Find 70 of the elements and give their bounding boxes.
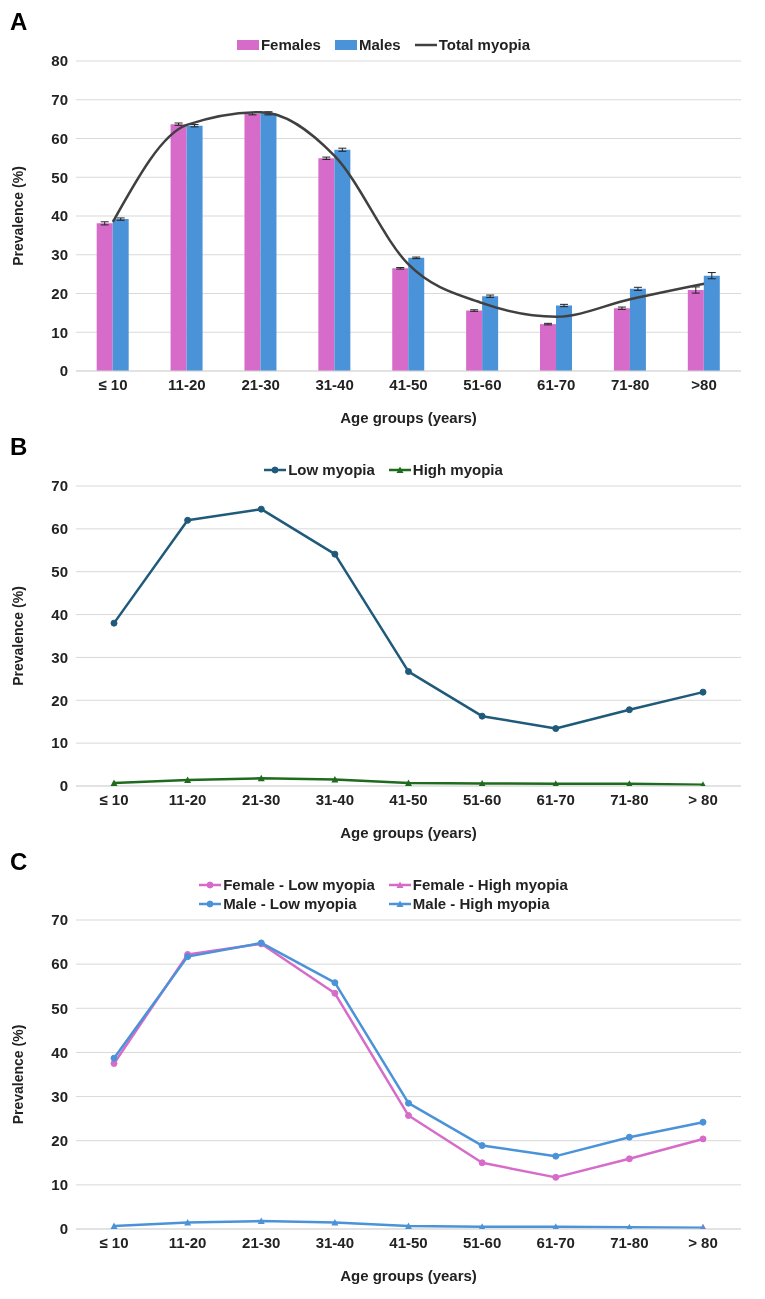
x-tick-label: 11-20 — [168, 375, 206, 393]
chart-title: B — [10, 433, 28, 461]
x-tick-label: 21-30 — [242, 790, 281, 808]
chart-title: C — [10, 848, 28, 876]
x-axis-title: Age groups (years) — [340, 824, 477, 841]
legend-label: Females — [260, 36, 321, 53]
y-tick-label: 0 — [59, 1220, 68, 1238]
x-tick-label: > 80 — [688, 790, 718, 808]
x-tick-label: 41-50 — [389, 375, 428, 393]
y-tick-label: 50 — [51, 168, 68, 186]
x-tick-label: ≤ 10 — [99, 1233, 129, 1251]
x-tick-label: 31-40 — [315, 1233, 355, 1251]
y-tick-label: 70 — [51, 91, 68, 109]
x-tick-label: 31-40 — [315, 375, 354, 393]
legend-label: Males — [358, 36, 401, 53]
legend-label: Female - High myopia — [412, 876, 568, 893]
legend-label: Male - Low myopia — [223, 895, 357, 912]
x-axis-title: Age groups (years) — [340, 409, 477, 426]
y-tick-label: 50 — [51, 563, 68, 581]
y-tick-label: 70 — [51, 477, 68, 495]
x-tick-label: 51-60 — [462, 790, 502, 808]
y-tick-label: 10 — [51, 323, 68, 341]
y-tick-label: 30 — [51, 246, 68, 264]
y-tick-label: 0 — [59, 362, 68, 380]
y-axis-title: Prevalence (%) — [9, 1024, 26, 1125]
x-tick-label: 61-70 — [536, 790, 575, 808]
y-tick-label: 40 — [51, 605, 68, 623]
y-axis-title: Prevalence (%) — [9, 586, 26, 686]
y-tick-label: 0 — [59, 777, 68, 795]
x-tick-label: 71-80 — [610, 790, 649, 808]
y-tick-label: 30 — [51, 648, 68, 666]
legend-label: High myopia — [412, 461, 503, 478]
y-tick-label: 40 — [51, 207, 68, 225]
x-tick-label: 61-70 — [536, 1233, 575, 1251]
x-tick-label: 71-80 — [610, 375, 650, 393]
legend-label: Total myopia — [438, 36, 531, 53]
x-tick-label: 21-30 — [241, 375, 280, 393]
y-tick-label: 40 — [51, 1043, 68, 1061]
x-tick-label: 11-20 — [168, 790, 207, 808]
y-tick-label: 50 — [51, 999, 68, 1017]
legend-label: Low myopia — [288, 461, 375, 478]
x-tick-label: ≤ 10 — [98, 375, 128, 393]
x-tick-label: 11-20 — [168, 1233, 207, 1251]
x-tick-label: > 80 — [688, 1233, 718, 1251]
x-tick-label: 41-50 — [389, 1233, 428, 1251]
x-tick-label: 31-40 — [315, 790, 355, 808]
y-tick-label: 60 — [51, 520, 68, 538]
x-tick-label: 41-50 — [389, 790, 428, 808]
x-tick-label: >80 — [691, 375, 717, 393]
y-tick-label: 10 — [51, 1176, 68, 1194]
legend-label: Male - High myopia — [412, 895, 550, 912]
y-tick-label: 30 — [51, 1087, 68, 1105]
chart-title: A — [10, 8, 28, 36]
y-tick-label: 20 — [51, 284, 68, 302]
y-tick-label: 20 — [51, 691, 68, 709]
x-tick-label: ≤ 10 — [99, 790, 129, 808]
x-tick-label: 51-60 — [462, 1233, 502, 1251]
x-tick-label: 21-30 — [242, 1233, 281, 1251]
legend-label: Female - Low myopia — [223, 876, 375, 893]
y-tick-label: 60 — [51, 955, 68, 973]
x-tick-label: 51-60 — [463, 375, 502, 393]
y-tick-label: 80 — [51, 52, 68, 70]
y-axis-title: Prevalence (%) — [9, 166, 26, 266]
x-axis-title: Age groups (years) — [340, 1267, 477, 1284]
x-tick-label: 61-70 — [537, 375, 576, 393]
y-tick-label: 10 — [51, 734, 68, 752]
y-tick-label: 70 — [51, 911, 68, 929]
y-tick-label: 20 — [51, 1132, 68, 1150]
x-tick-label: 71-80 — [610, 1233, 649, 1251]
y-tick-label: 60 — [51, 129, 68, 147]
